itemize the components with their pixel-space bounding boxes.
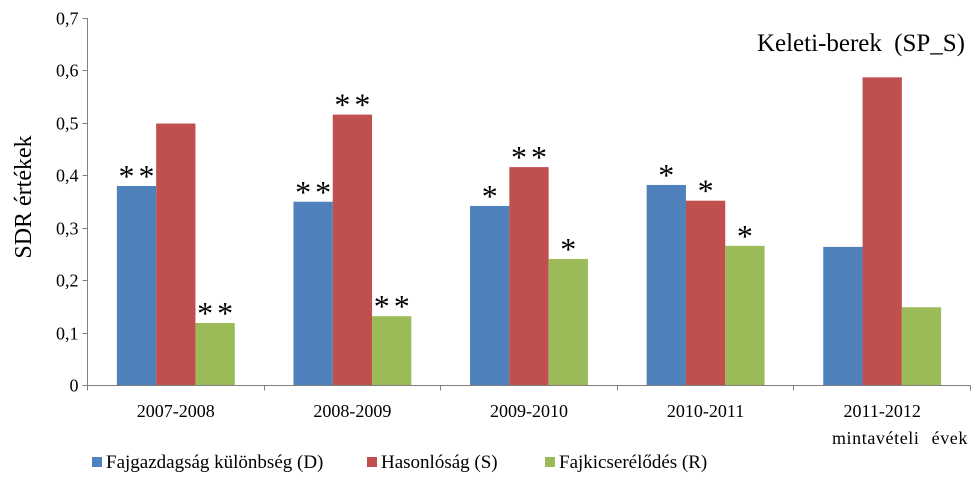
significance-label: * [560,231,580,267]
x-tick-label: 2007-2008 [137,401,215,421]
y-tick-label: 0,3 [56,219,79,239]
legend-swatch [92,457,102,467]
bar-series-2-2009-2010 [509,167,549,386]
y-tick-label: 0,7 [56,9,79,29]
legend-item: Hasonlóság (S) [367,452,498,473]
x-tick-label: 2011-2012 [844,401,921,421]
significance-label: * [737,218,757,254]
legend-swatch [367,457,377,467]
significance-label: ** [197,295,237,331]
y-tick-label: 0 [70,376,79,396]
x-axis-title: mintavételi évek [832,428,968,448]
significance-label: ** [295,174,335,210]
axes: 0 0,1 0,2 0,3 0,4 0,5 0,6 0,7 2007-2008 2008-2009… [56,9,971,421]
y-tick-label: 0,4 [56,166,79,186]
significance-label: * [658,157,678,193]
bar-series-1-2011-2012 [823,246,863,386]
y-tick-label: 0,6 [56,61,79,81]
significance-label: * [482,178,502,214]
y-tick-label: 0,5 [56,114,79,134]
bar-series-3-2010-2011 [725,245,765,386]
bar-series-3-2011-2012 [901,307,942,386]
significance-label: * [698,173,718,209]
bar-series-3-2009-2010 [548,258,588,386]
bar-series-2-2008-2009 [332,114,373,386]
significance-label: ** [334,87,374,123]
bar-series-2-2007-2008 [156,123,196,386]
significance-label: ** [511,139,551,175]
bar-series-1-2008-2009 [293,201,333,386]
bar-series-1-2010-2011 [646,184,686,386]
legend-swatch [545,457,555,467]
y-axis-title: SDR értékek [11,135,37,258]
bars [116,77,942,386]
bar-series-1-2009-2010 [470,205,510,386]
bar-series-3-2008-2009 [372,316,412,386]
y-tick-label: 0,2 [56,271,79,291]
significance-labels: ** ** ********* *** * [119,87,757,331]
significance-label: ** [119,158,159,194]
x-tick-label: 2008-2009 [313,401,391,421]
significance-label: ** [374,288,414,324]
y-tick-label: 0,1 [56,324,79,344]
bar-series-1-2007-2008 [116,186,157,386]
legend-label: Fajgazdagság különbség (D) [106,452,323,473]
x-tick-label: 2009-2010 [490,401,568,421]
bar-series-3-2007-2008 [195,323,235,386]
chart-title: Keleti-berek (SP_S) [757,30,965,57]
legend: Fajgazdagság különbség (D) Hasonlóság (S)… [92,452,707,473]
legend-label: Hasonlóság (S) [381,452,498,473]
legend-label: Fajkicserélődés (R) [559,452,707,473]
legend-item: Fajkicserélődés (R) [545,452,707,473]
bar-series-2-2010-2011 [685,200,726,386]
bar-series-2-2011-2012 [862,77,902,386]
x-tick-label: 2010-2011 [667,401,744,421]
legend-item: Fajgazdagság különbség (D) [92,452,323,473]
